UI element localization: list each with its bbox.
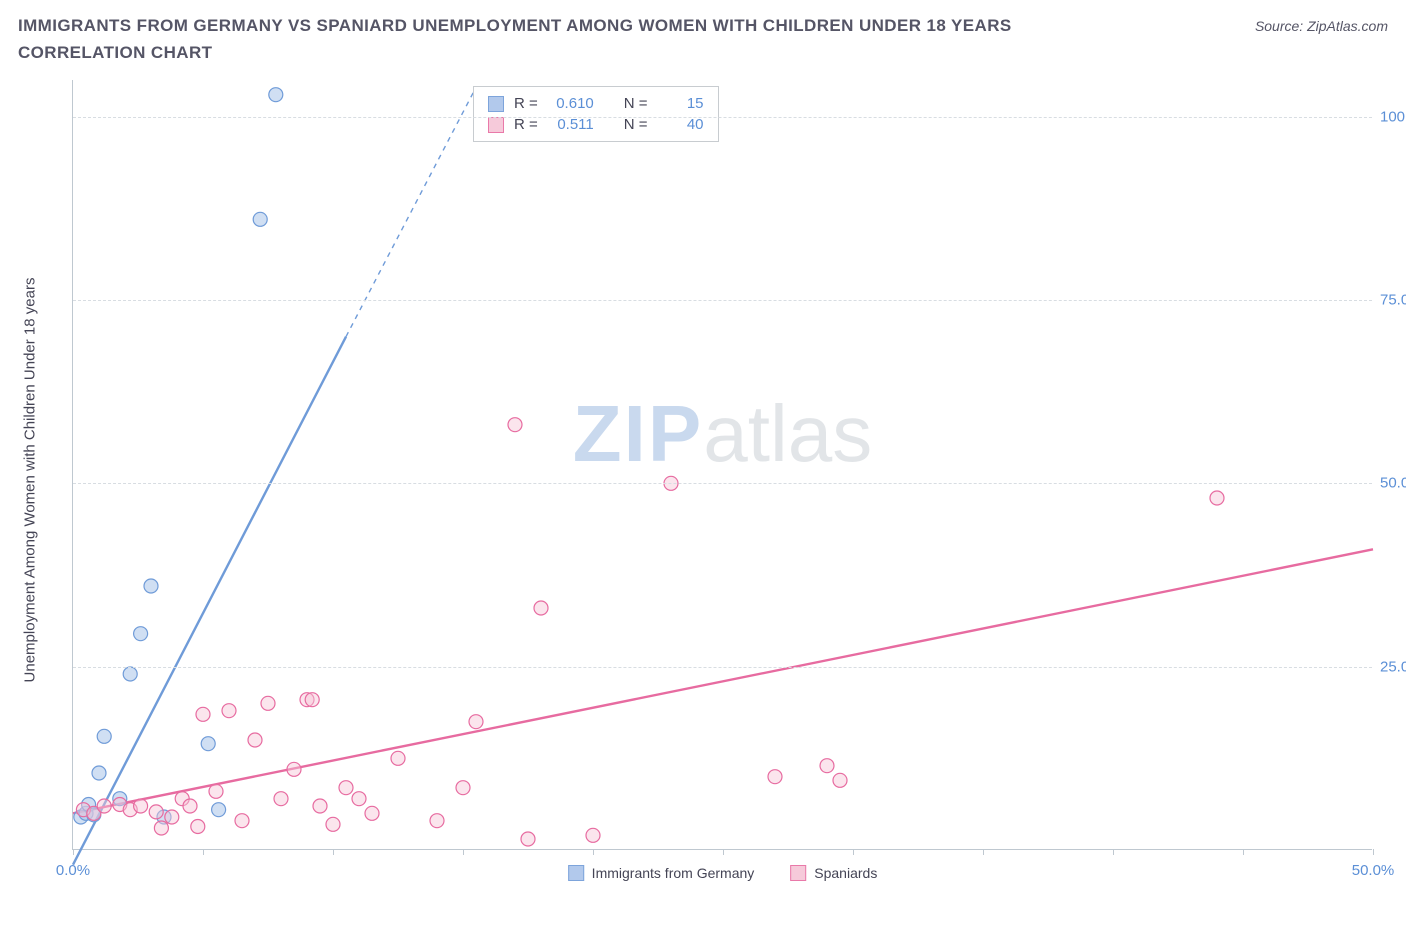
- x-tick: [203, 849, 204, 855]
- header: IMMIGRANTS FROM GERMANY VS SPANIARD UNEM…: [0, 0, 1406, 74]
- data-point-germany: [212, 803, 226, 817]
- gridline-h: [73, 117, 1372, 118]
- x-tick: [723, 849, 724, 855]
- y-tick-label: 100.0%: [1380, 108, 1406, 125]
- data-point-germany: [123, 667, 137, 681]
- data-point-spaniards: [222, 704, 236, 718]
- gridline-h: [73, 300, 1372, 301]
- r-value-spaniards: 0.511: [548, 116, 594, 133]
- data-point-spaniards: [456, 781, 470, 795]
- x-tick: [1373, 849, 1374, 855]
- data-point-spaniards: [508, 418, 522, 432]
- x-tick-label: 50.0%: [1352, 862, 1395, 879]
- data-point-spaniards: [149, 805, 163, 819]
- data-point-spaniards: [391, 751, 405, 765]
- chart-container: Unemployment Among Women with Children U…: [48, 80, 1388, 880]
- legend-item-germany: Immigrants from Germany: [568, 865, 755, 881]
- stats-legend: R = 0.610 N = 15 R = 0.511 N = 40: [473, 86, 719, 142]
- legend-label-germany: Immigrants from Germany: [592, 865, 755, 881]
- data-point-spaniards: [313, 799, 327, 813]
- data-point-spaniards: [768, 770, 782, 784]
- data-point-spaniards: [183, 799, 197, 813]
- r-label: R =: [514, 116, 538, 133]
- trend-line-spaniards: [73, 549, 1373, 813]
- legend-label-spaniards: Spaniards: [814, 865, 877, 881]
- x-tick: [333, 849, 334, 855]
- gridline-h: [73, 667, 1372, 668]
- x-tick: [853, 849, 854, 855]
- data-point-spaniards: [326, 817, 340, 831]
- data-point-spaniards: [305, 693, 319, 707]
- x-tick: [593, 849, 594, 855]
- data-point-germany: [201, 737, 215, 751]
- x-tick: [73, 849, 74, 855]
- r-value-germany: 0.610: [548, 95, 594, 112]
- r-label: R =: [514, 95, 538, 112]
- y-tick-label: 50.0%: [1380, 475, 1406, 492]
- data-point-germany: [269, 88, 283, 102]
- swatch-germany: [568, 865, 584, 881]
- data-point-spaniards: [248, 733, 262, 747]
- x-tick: [1113, 849, 1114, 855]
- data-point-spaniards: [154, 821, 168, 835]
- data-point-germany: [253, 212, 267, 226]
- gridline-h: [73, 483, 1372, 484]
- data-point-germany: [97, 729, 111, 743]
- y-tick-label: 75.0%: [1380, 292, 1406, 309]
- x-tick: [1243, 849, 1244, 855]
- data-point-spaniards: [469, 715, 483, 729]
- y-tick-label: 25.0%: [1380, 658, 1406, 675]
- data-point-spaniards: [191, 820, 205, 834]
- chart-title: IMMIGRANTS FROM GERMANY VS SPANIARD UNEM…: [18, 12, 1118, 66]
- data-point-spaniards: [352, 792, 366, 806]
- x-tick-label: 0.0%: [56, 862, 90, 879]
- data-point-spaniards: [534, 601, 548, 615]
- n-label: N =: [624, 95, 648, 112]
- swatch-germany: [488, 96, 504, 112]
- plot-area: ZIPatlas R = 0.610 N = 15 R = 0.511 N = …: [72, 80, 1372, 850]
- data-point-spaniards: [261, 696, 275, 710]
- legend-item-spaniards: Spaniards: [790, 865, 877, 881]
- series-legend: Immigrants from Germany Spaniards: [568, 865, 878, 881]
- data-point-spaniards: [274, 792, 288, 806]
- data-point-spaniards: [287, 762, 301, 776]
- data-point-spaniards: [365, 806, 379, 820]
- data-point-spaniards: [196, 707, 210, 721]
- data-point-spaniards: [97, 799, 111, 813]
- data-point-spaniards: [165, 810, 179, 824]
- plot-svg: [73, 80, 1372, 849]
- data-point-spaniards: [521, 832, 535, 846]
- data-point-spaniards: [235, 814, 249, 828]
- x-tick: [463, 849, 464, 855]
- n-value-spaniards: 40: [658, 116, 704, 133]
- data-point-spaniards: [209, 784, 223, 798]
- x-tick: [983, 849, 984, 855]
- n-label: N =: [624, 116, 648, 133]
- data-point-germany: [92, 766, 106, 780]
- data-point-spaniards: [833, 773, 847, 787]
- data-point-spaniards: [586, 828, 600, 842]
- swatch-spaniards: [488, 117, 504, 133]
- data-point-germany: [144, 579, 158, 593]
- data-point-spaniards: [134, 799, 148, 813]
- data-point-spaniards: [430, 814, 444, 828]
- stats-legend-row-germany: R = 0.610 N = 15: [488, 93, 704, 114]
- data-point-spaniards: [820, 759, 834, 773]
- source-credit: Source: ZipAtlas.com: [1255, 18, 1388, 34]
- data-point-spaniards: [339, 781, 353, 795]
- y-axis-label: Unemployment Among Women with Children U…: [22, 278, 39, 683]
- data-point-germany: [134, 627, 148, 641]
- swatch-spaniards: [790, 865, 806, 881]
- n-value-germany: 15: [658, 95, 704, 112]
- data-point-spaniards: [1210, 491, 1224, 505]
